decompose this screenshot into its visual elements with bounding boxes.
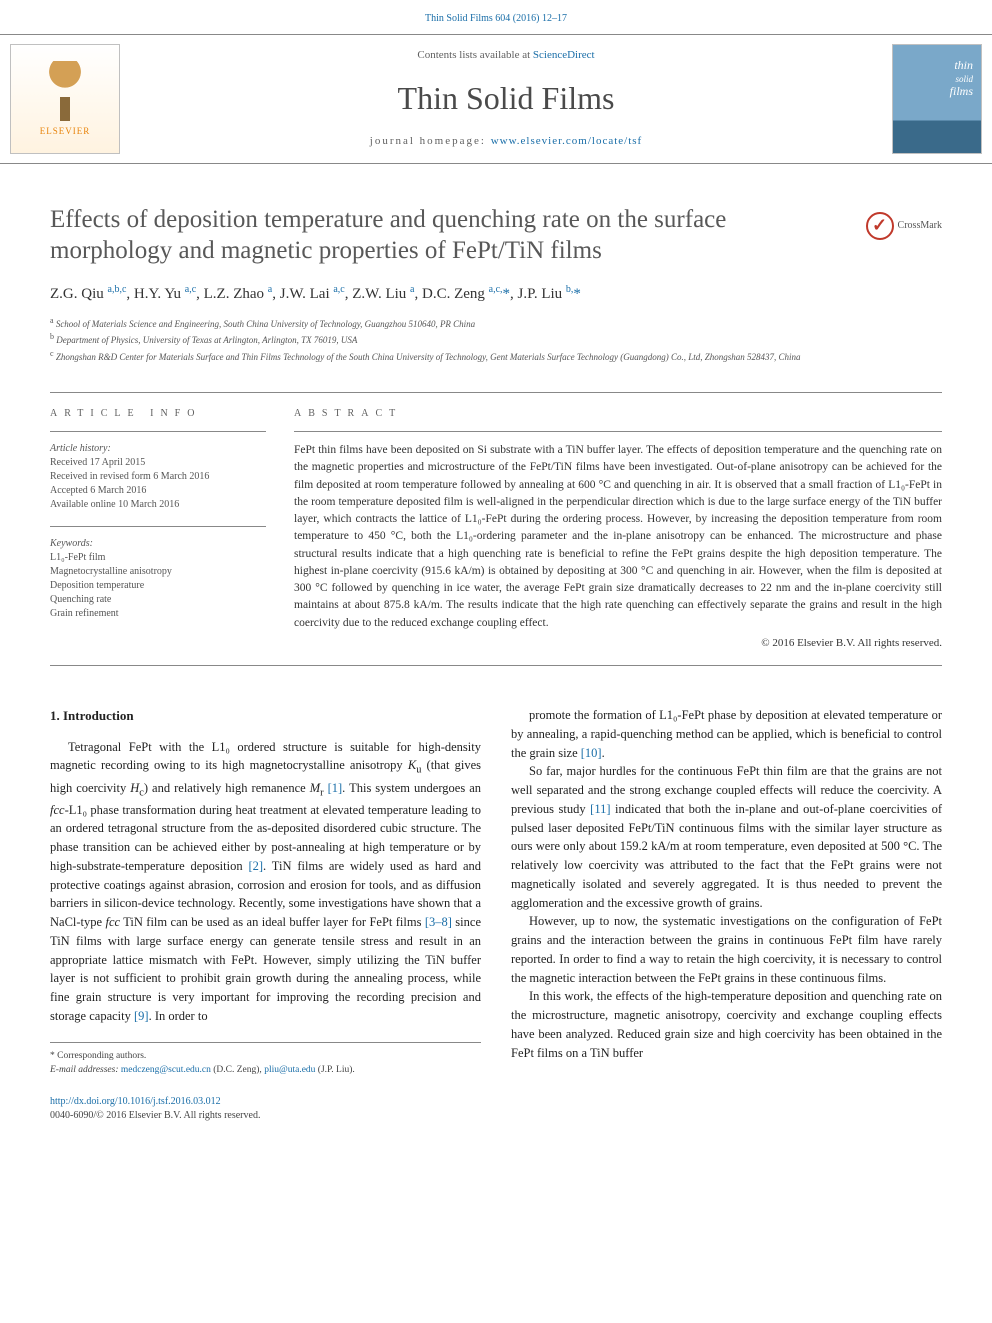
footnote-block: * Corresponding authors. E-mail addresse… — [50, 1042, 481, 1078]
ref-link[interactable]: [10] — [581, 746, 602, 760]
body-paragraph: Tetragonal FePt with the L1₀ ordered str… — [50, 738, 481, 1026]
email1-name: (D.C. Zeng), — [213, 1065, 262, 1075]
cover-label: thin solid films — [950, 59, 973, 99]
body-columns: 1. Introduction Tetragonal FePt with the… — [0, 666, 992, 1087]
divider — [294, 431, 942, 432]
homepage-link[interactable]: www.elsevier.com/locate/tsf — [491, 135, 643, 147]
body-paragraph: In this work, the effects of the high-te… — [511, 987, 942, 1062]
cover-line2: films — [950, 84, 973, 98]
right-paragraphs: promote the formation of L1₀-FePt phase … — [511, 706, 942, 1062]
left-column: 1. Introduction Tetragonal FePt with the… — [50, 706, 481, 1077]
elsevier-label: ELSEVIER — [40, 125, 91, 138]
crossmark-label: CrossMark — [898, 219, 942, 233]
elsevier-logo: ELSEVIER — [10, 44, 120, 154]
doi-link[interactable]: http://dx.doi.org/10.1016/j.tsf.2016.03.… — [50, 1096, 221, 1107]
keywords-label: Keywords: — [50, 538, 93, 549]
crossmark-badge[interactable]: ✓ CrossMark — [866, 212, 942, 240]
body-paragraph: However, up to now, the systematic inves… — [511, 912, 942, 987]
email2-name: (J.P. Liu). — [318, 1065, 355, 1075]
issn-line: 0040-6090/© 2016 Elsevier B.V. All right… — [50, 1110, 260, 1121]
email-line: E-mail addresses: medczeng@scut.edu.cn (… — [50, 1063, 481, 1077]
abstract-label: abstract — [294, 407, 942, 421]
abstract-copyright: © 2016 Elsevier B.V. All rights reserved… — [294, 636, 942, 651]
ref-link[interactable]: [9] — [134, 1009, 149, 1023]
divider — [50, 431, 266, 432]
sciencedirect-link[interactable]: ScienceDirect — [533, 49, 595, 61]
email-link-2[interactable]: pliu@uta.edu — [264, 1065, 315, 1075]
ref-link[interactable]: [1] — [328, 781, 343, 795]
section-heading: 1. Introduction — [50, 706, 481, 726]
email-label: E-mail addresses: — [50, 1065, 119, 1075]
corresponding-label: * Corresponding authors. — [50, 1049, 481, 1063]
history-label: Article history: — [50, 443, 111, 454]
homepage-prefix: journal homepage: — [370, 135, 491, 147]
body-paragraph: So far, major hurdles for the continuous… — [511, 762, 942, 912]
journal-cover-thumb: thin solid films — [892, 44, 982, 154]
citation-line: Thin Solid Films 604 (2016) 12–17 — [0, 0, 992, 34]
journal-header-box: ELSEVIER Contents lists available at Sci… — [0, 34, 992, 164]
cover-line1: thin — [954, 58, 973, 72]
section-number: 1. — [50, 708, 60, 723]
article-history: Article history: Received 17 April 2015R… — [50, 442, 266, 512]
journal-title: Thin Solid Films — [130, 76, 882, 121]
email-link-1[interactable]: medczeng@scut.edu.cn — [121, 1065, 211, 1075]
article-info-label: article info — [50, 407, 266, 421]
crossmark-icon: ✓ — [866, 212, 894, 240]
affiliation-list: a School of Materials Science and Engine… — [50, 315, 942, 365]
citation-link[interactable]: Thin Solid Films 604 (2016) 12–17 — [425, 13, 567, 24]
page-footer: http://dx.doi.org/10.1016/j.tsf.2016.03.… — [0, 1087, 992, 1153]
keywords-block: Keywords: L1₀-FePt filmMagnetocrystallin… — [50, 537, 266, 621]
article-title: Effects of deposition temperature and qu… — [50, 204, 942, 267]
author-list: Z.G. Qiu a,b,c, H.Y. Yu a,c, L.Z. Zhao a… — [50, 283, 942, 305]
article-info-column: article info Article history: Received 1… — [50, 393, 280, 665]
left-paragraphs: Tetragonal FePt with the L1₀ ordered str… — [50, 738, 481, 1026]
keyword-lines: L1₀-FePt filmMagnetocrystalline anisotro… — [50, 552, 172, 619]
contents-prefix: Contents lists available at — [417, 49, 532, 61]
ref-link[interactable]: [11] — [590, 802, 610, 816]
history-lines: Received 17 April 2015Received in revise… — [50, 457, 209, 510]
abstract-column: abstract FePt thin films have been depos… — [280, 393, 942, 665]
body-paragraph: promote the formation of L1₀-FePt phase … — [511, 706, 942, 762]
ref-link[interactable]: [3–8] — [425, 915, 452, 929]
divider — [50, 526, 266, 527]
right-column: promote the formation of L1₀-FePt phase … — [511, 706, 942, 1077]
cover-sub: solid — [955, 74, 973, 84]
elsevier-tree-icon — [35, 61, 95, 121]
article-header: ✓ CrossMark Effects of deposition temper… — [0, 164, 992, 382]
homepage-line: journal homepage: www.elsevier.com/locat… — [130, 134, 882, 149]
contents-line: Contents lists available at ScienceDirec… — [130, 48, 882, 63]
header-center: Contents lists available at ScienceDirec… — [130, 48, 882, 150]
ref-link[interactable]: [2] — [248, 859, 263, 873]
abstract-text: FePt thin films have been deposited on S… — [294, 442, 942, 632]
meta-abstract-row: article info Article history: Received 1… — [50, 392, 942, 666]
section-title: Introduction — [63, 708, 134, 723]
